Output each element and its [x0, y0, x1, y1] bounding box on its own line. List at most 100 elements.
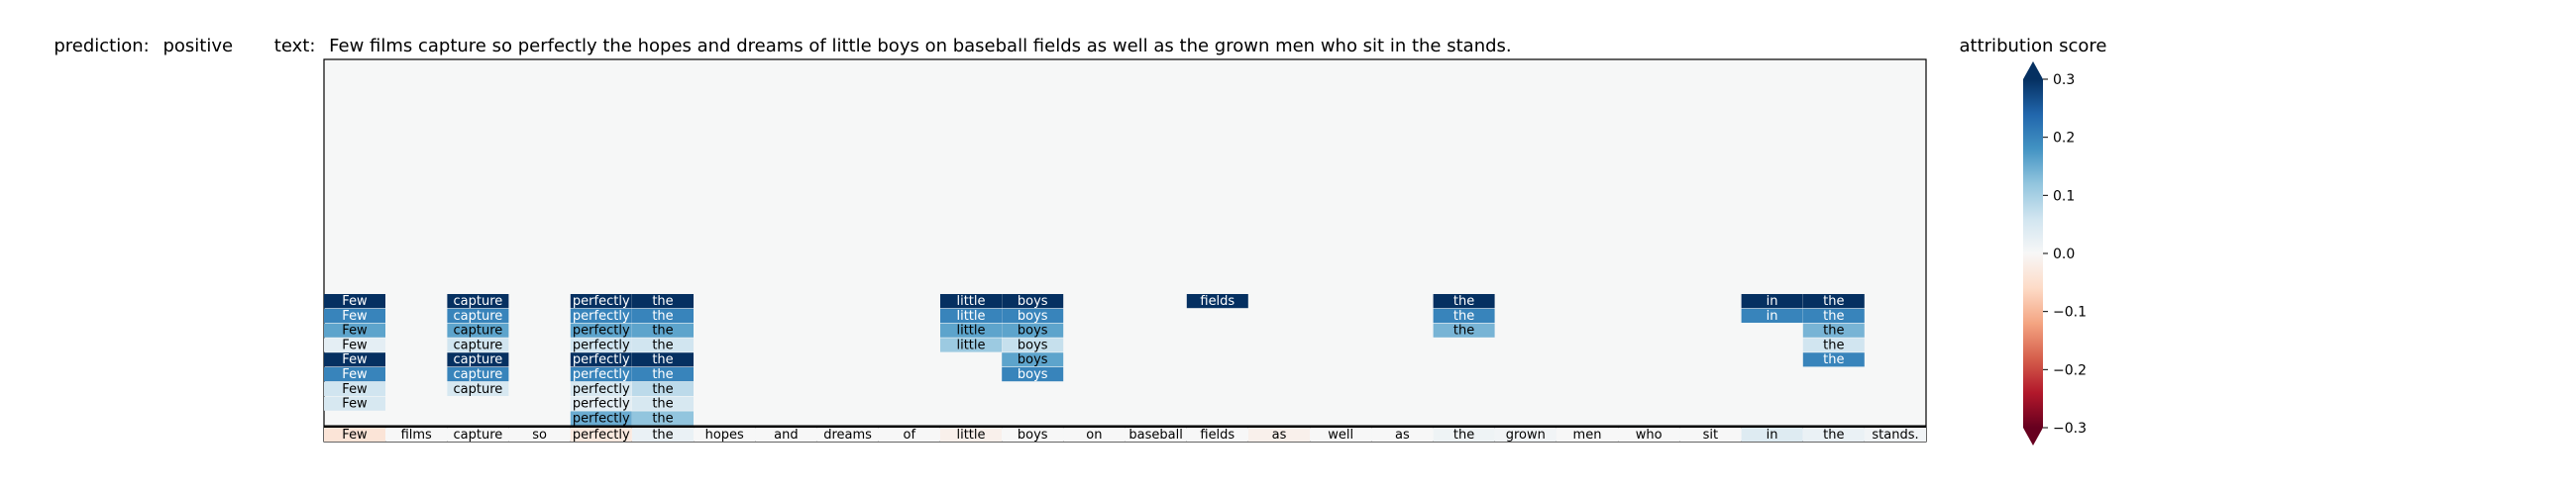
token-label: of — [904, 428, 916, 443]
attribution-cell — [570, 294, 632, 309]
colorbar-tick-label: 0.0 — [2053, 247, 2075, 262]
token-label: so — [532, 428, 547, 443]
attribution-cell-label: boys — [1018, 309, 1048, 324]
attribution-cell — [1802, 308, 1865, 323]
token-cell — [1002, 428, 1064, 442]
token-cell — [1248, 428, 1310, 442]
token-label: who — [1636, 428, 1663, 443]
token-cell — [447, 428, 509, 442]
attribution-cell — [940, 294, 1002, 309]
token-label: capture — [454, 428, 503, 443]
attribution-cell-label: capture — [454, 309, 503, 324]
colorbar-tick-label: 0.1 — [2053, 188, 2075, 204]
colorbar-tick-label: 0.2 — [2053, 131, 2075, 147]
attribution-cell — [940, 338, 1002, 352]
attribution-cell — [940, 308, 1002, 323]
attribution-cell — [447, 323, 509, 338]
attribution-cell-label: perfectly — [573, 309, 630, 324]
attribution-cell — [570, 323, 632, 338]
token-label: grown — [1506, 428, 1546, 443]
colorbar-tick-label: −0.2 — [2053, 362, 2087, 378]
attribution-cell-label: the — [652, 294, 673, 309]
colorbar-extend-top — [2023, 61, 2043, 79]
attribution-cell-label: fields — [1200, 294, 1234, 309]
attribution-cell — [1741, 294, 1803, 309]
attribution-cell — [570, 338, 632, 352]
token-cell — [1433, 428, 1495, 442]
token-label: perfectly — [573, 428, 630, 443]
attribution-cell — [1802, 323, 1865, 338]
colorbar-tick-label: 0.3 — [2053, 72, 2075, 88]
attribution-cell — [570, 411, 632, 426]
attribution-cell-label: the — [652, 324, 673, 339]
attribution-cell — [324, 367, 385, 382]
token-cell — [1063, 428, 1126, 442]
attribution-cell-label: Few — [342, 309, 368, 324]
token-label: the — [1453, 428, 1474, 443]
token-cell — [694, 428, 756, 442]
token-label: dreams — [823, 428, 872, 443]
attribution-cell — [324, 352, 385, 367]
attribution-cell — [1002, 308, 1064, 323]
attribution-cell-label: perfectly — [573, 411, 630, 426]
attribution-cell — [1002, 338, 1064, 352]
prediction-value: positive — [162, 36, 233, 56]
token-cell — [1371, 428, 1434, 442]
attribution-cell — [324, 294, 385, 309]
attribution-cell-label: boys — [1018, 324, 1048, 339]
attribution-cell-label: little — [956, 324, 985, 339]
attribution-cell-label: perfectly — [573, 294, 630, 309]
token-cell — [1125, 428, 1187, 442]
attribution-cell-label: Few — [342, 367, 368, 382]
text-value: Few films capture so perfectly the hopes… — [329, 36, 1512, 56]
attribution-cell — [1433, 323, 1495, 338]
attribution-cell — [632, 323, 694, 338]
attribution-cell-label: the — [652, 367, 673, 382]
attribution-cell — [632, 367, 694, 382]
token-cell — [816, 428, 879, 442]
token-label: as — [1272, 428, 1287, 443]
token-cell — [940, 428, 1002, 442]
attribution-cell — [570, 396, 632, 411]
attribution-cell-label: in — [1767, 309, 1778, 324]
token-label: on — [1086, 428, 1102, 443]
attribution-cell-label: the — [652, 411, 673, 426]
attribution-cell-label: boys — [1018, 294, 1048, 309]
colorbar-extend-bottom — [2023, 428, 2043, 446]
token-label: Few — [342, 428, 368, 443]
token-row: Few films capture so perfectly the hopes and dre… — [324, 428, 1926, 443]
colorbar: 0.3 0.2 0.1 0.0 −0.1 −0.2 −0.3 — [2023, 61, 2087, 446]
attribution-cell — [447, 294, 509, 309]
chart-title: prediction: positive text: Few films cap… — [54, 36, 1511, 56]
attribution-cell — [1002, 367, 1064, 382]
attribution-cell-label: little — [956, 338, 985, 352]
attribution-cell — [447, 308, 509, 323]
colorbar-label: attribution score — [1960, 36, 2107, 56]
attribution-cell — [447, 338, 509, 352]
attribution-cell-label: capture — [454, 352, 503, 367]
attribution-cell-label: the — [1823, 338, 1844, 352]
token-cell — [755, 428, 817, 442]
token-label: as — [1395, 428, 1410, 443]
attribution-cell-label: capture — [454, 294, 503, 309]
attribution-cell — [632, 411, 694, 426]
attribution-cell-label: the — [652, 352, 673, 367]
attribution-cell — [324, 308, 385, 323]
token-cell — [1494, 428, 1556, 442]
prediction-label: prediction: — [54, 36, 149, 56]
attribution-cell-label: the — [652, 397, 673, 412]
token-cell — [570, 428, 632, 442]
attribution-cell-label: perfectly — [573, 338, 630, 352]
attribution-cell-label: the — [1453, 294, 1474, 309]
attribution-cell — [940, 323, 1002, 338]
attribution-cell-label: Few — [342, 382, 368, 397]
attribution-cell — [632, 308, 694, 323]
attribution-cell-label: Few — [342, 397, 368, 412]
attribution-cell-label: capture — [454, 324, 503, 339]
colorbar-tick-label: −0.1 — [2053, 305, 2087, 321]
attribution-cell-label: little — [956, 294, 985, 309]
attribution-cell — [1802, 294, 1865, 309]
attribution-cell — [632, 381, 694, 396]
attribution-cell — [1802, 338, 1865, 352]
